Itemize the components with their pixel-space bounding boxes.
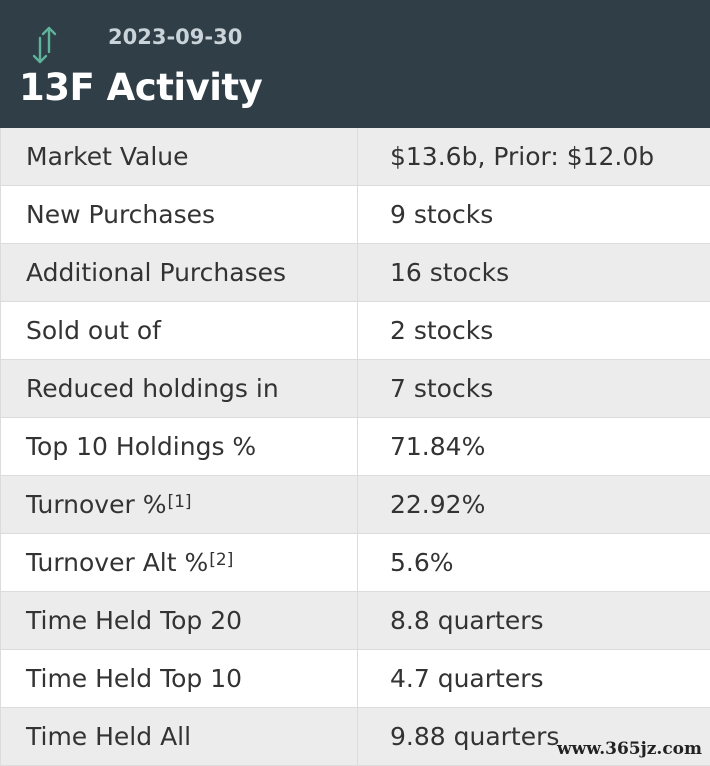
row-value: 2 stocks [390, 316, 494, 345]
row-value: 7 stocks [390, 374, 494, 403]
row-label: Turnover Alt % [2] [1, 534, 358, 591]
activity-table: Market Value $13.6b, Prior: $12.0b New P… [0, 128, 710, 766]
table-row: Turnover % [1] 22.92% [1, 476, 710, 534]
page-title: 13F Activity [19, 66, 263, 109]
table-row: Reduced holdings in 7 stocks [1, 360, 710, 418]
table-row: New Purchases 9 stocks [1, 186, 710, 244]
header-panel: 2023-09-30 13F Activity [0, 0, 710, 128]
row-value: 4.7 quarters [390, 664, 544, 693]
table-row: Market Value $13.6b, Prior: $12.0b [1, 128, 710, 186]
row-label: Turnover % [1] [1, 476, 358, 533]
site-watermark: www.365jz.com [557, 739, 702, 759]
table-row: Time Held Top 20 8.8 quarters [1, 592, 710, 650]
table-row: Turnover Alt % [2] 5.6% [1, 534, 710, 592]
row-value: 16 stocks [390, 258, 510, 287]
footnote-link-2[interactable]: [2] [209, 549, 234, 570]
row-label: Additional Purchases [1, 244, 358, 301]
table-row: Time Held Top 10 4.7 quarters [1, 650, 710, 708]
footnote-link-1[interactable]: [1] [167, 491, 192, 512]
row-value: 9 stocks [390, 200, 494, 229]
row-value: 71.84% [390, 432, 486, 461]
row-value: 22.92% [390, 490, 486, 519]
row-label: Time Held Top 10 [1, 650, 358, 707]
row-value: $13.6b, Prior: $12.0b [390, 142, 655, 171]
row-value: 5.6% [390, 548, 454, 577]
up-down-arrows-icon [32, 26, 57, 64]
row-label: Time Held All [1, 708, 358, 765]
row-label: Reduced holdings in [1, 360, 358, 417]
row-value: 8.8 quarters [390, 606, 544, 635]
table-row: Additional Purchases 16 stocks [1, 244, 710, 302]
row-label: Time Held Top 20 [1, 592, 358, 649]
table-row: Sold out of 2 stocks [1, 302, 710, 360]
row-label: Sold out of [1, 302, 358, 359]
report-date: 2023-09-30 [108, 25, 243, 49]
row-label: New Purchases [1, 186, 358, 243]
table-row: Top 10 Holdings % 71.84% [1, 418, 710, 476]
row-label: Top 10 Holdings % [1, 418, 358, 475]
row-label: Market Value [1, 128, 358, 185]
row-value: 9.88 quarters [390, 722, 560, 751]
